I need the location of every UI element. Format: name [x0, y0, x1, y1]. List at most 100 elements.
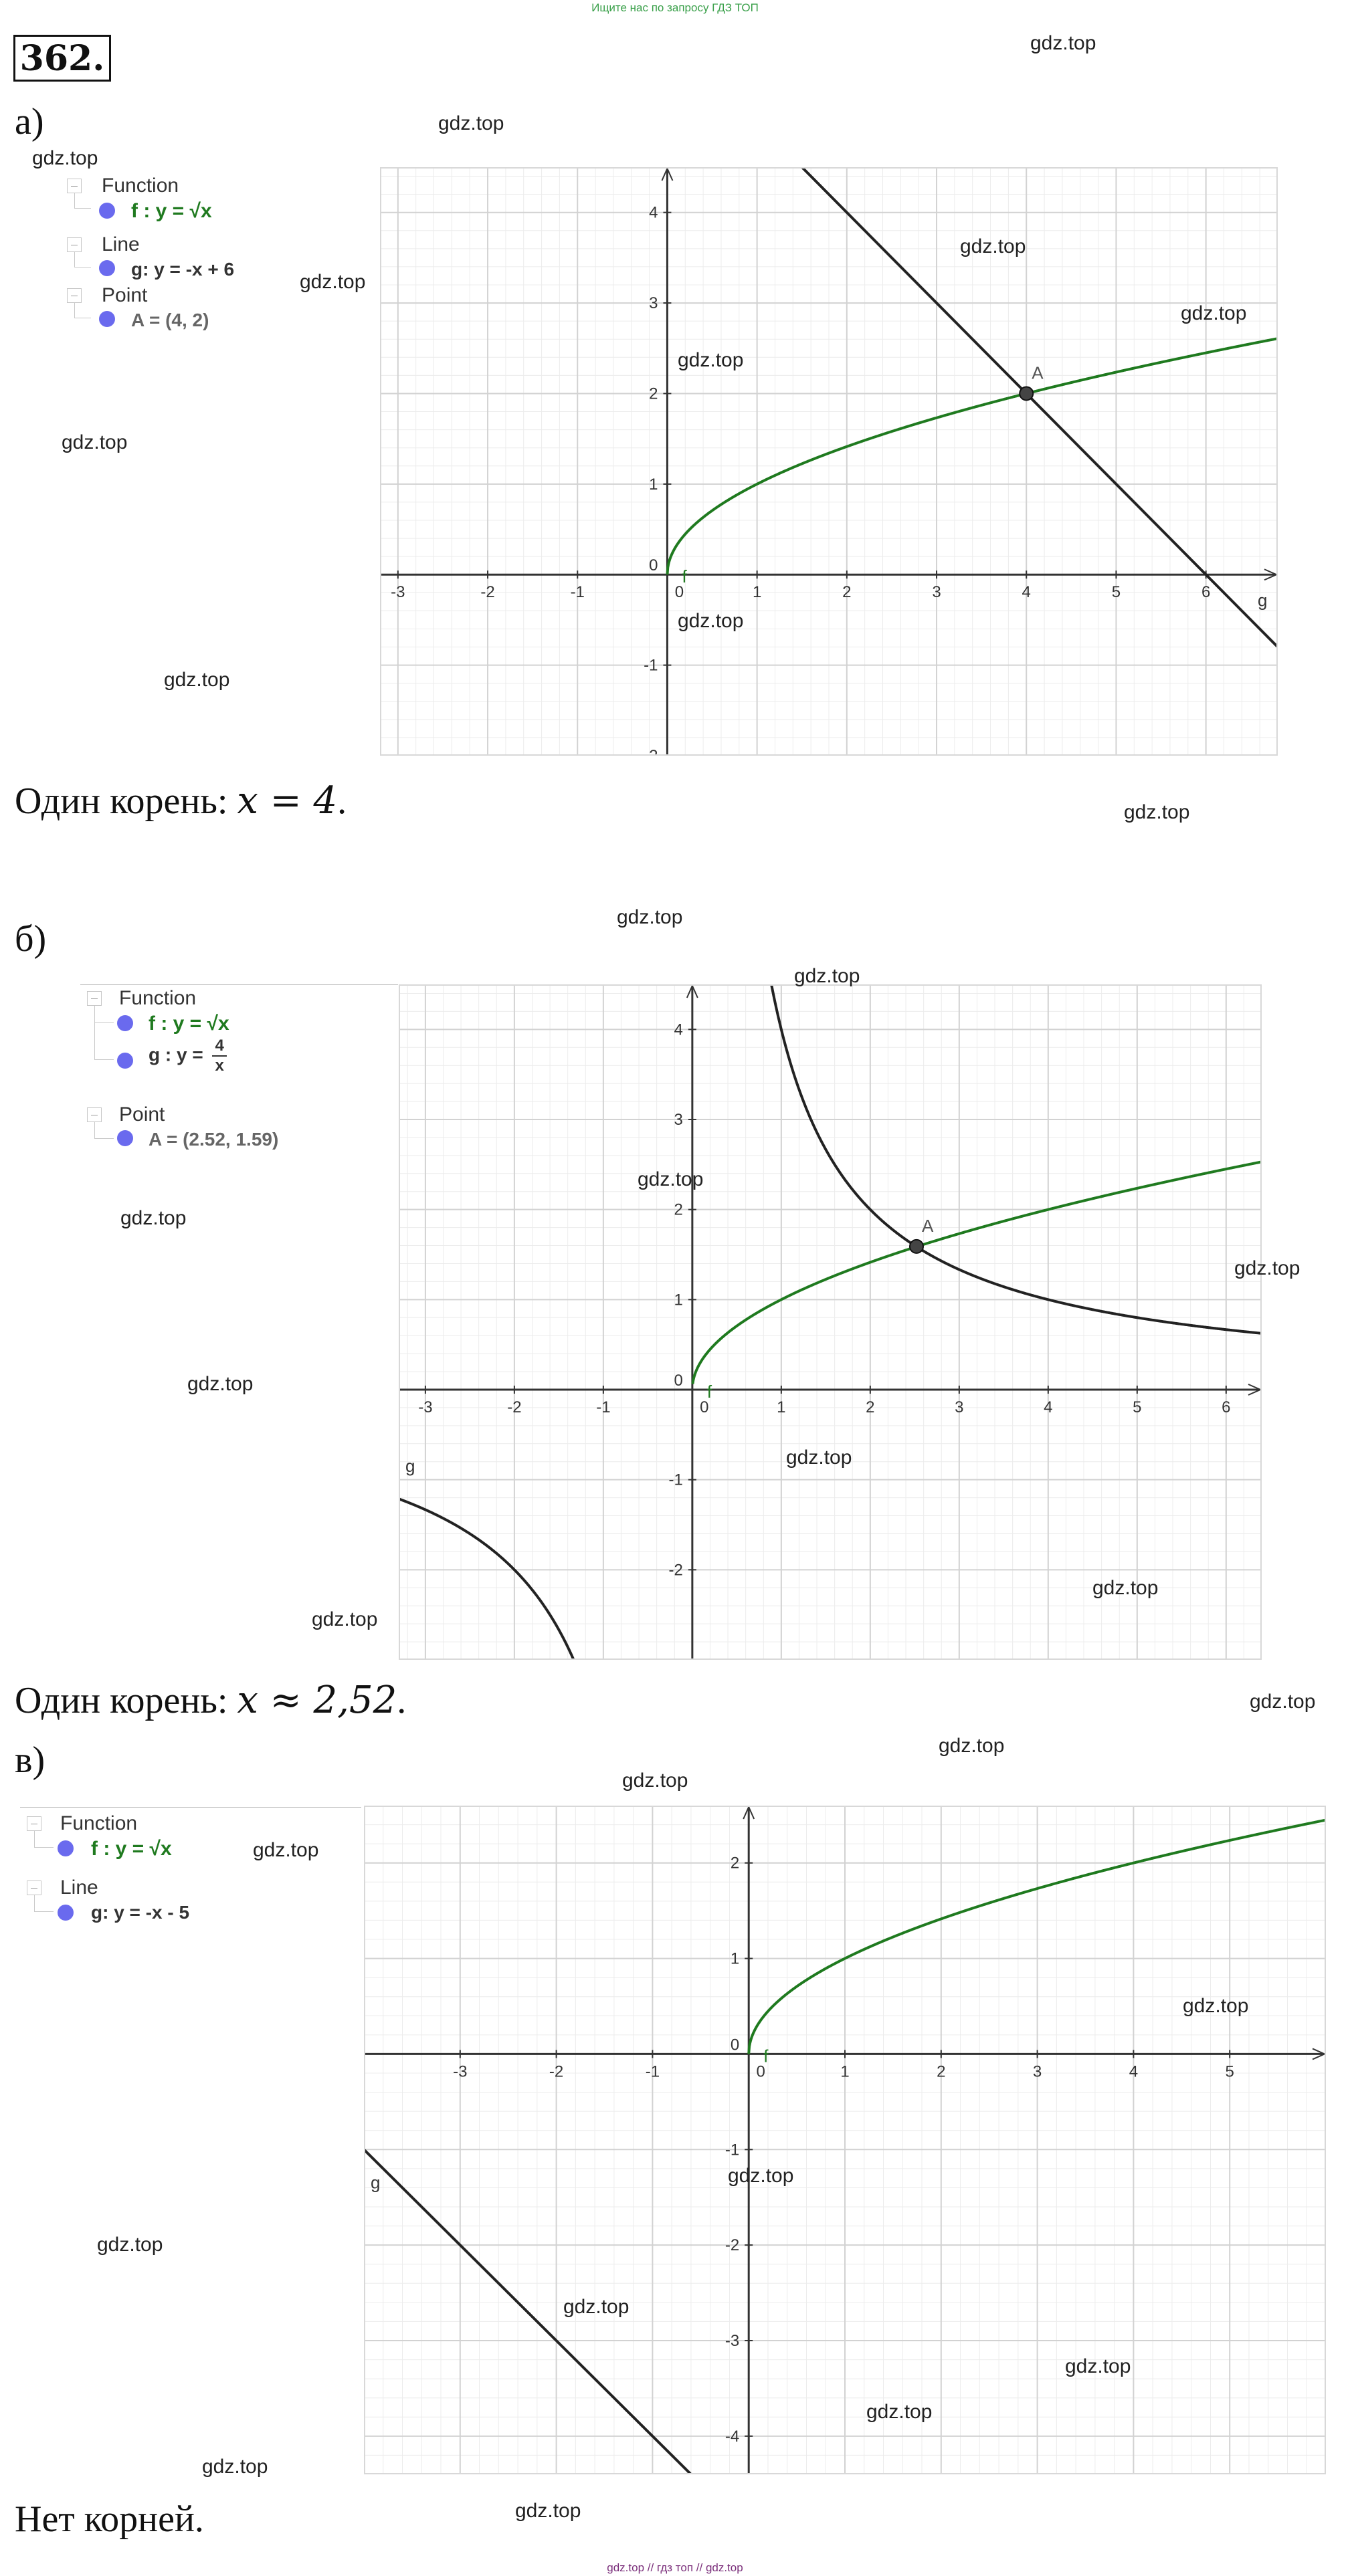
series-curve-g	[799, 167, 1278, 648]
y-tick-label: 0	[649, 556, 658, 574]
visibility-toggle-f[interactable]	[99, 203, 115, 219]
collapse-point-icon[interactable]	[87, 1107, 102, 1122]
collapse-point-icon[interactable]	[67, 288, 82, 303]
algebra-header-border	[80, 984, 398, 985]
watermark: gdz.top	[312, 1608, 378, 1630]
category-line: Line	[60, 1876, 98, 1899]
point-A	[1019, 386, 1034, 401]
answer-b-suffix: .	[397, 1680, 407, 1721]
watermark: gdz.top	[202, 2456, 268, 2478]
watermark: gdz.top	[563, 2296, 630, 2318]
visibility-toggle-g[interactable]	[58, 1905, 74, 1921]
algebra-item-f[interactable]: f : y = √x	[131, 200, 212, 222]
watermark: gdz.top	[794, 965, 860, 987]
x-tick-label: 5	[1226, 2062, 1234, 2080]
series-label-f: f	[682, 566, 687, 586]
watermark: gdz.top	[300, 271, 366, 293]
x-tick-label: 0	[700, 1398, 708, 1416]
tree-connector	[34, 1831, 54, 1848]
watermark: gdz.top	[515, 2500, 581, 2522]
tree-connector	[34, 1895, 54, 1912]
y-tick-label: 1	[649, 475, 658, 494]
watermark: gdz.top	[1181, 302, 1247, 324]
y-tick-label: -1	[644, 657, 658, 675]
visibility-toggle-A[interactable]	[117, 1130, 133, 1146]
algebra-header-border	[20, 1807, 361, 1808]
collapse-line-icon[interactable]	[67, 237, 82, 252]
tree-connector	[94, 1022, 114, 1060]
y-tick-label: 2	[674, 1201, 683, 1219]
watermark: gdz.top	[617, 906, 683, 928]
algebra-item-g-prefix: g : y =	[149, 1044, 203, 1065]
x-tick-label: -3	[391, 583, 405, 601]
algebra-item-A[interactable]: A = (4, 2)	[131, 310, 209, 330]
fraction-numerator: 4	[212, 1037, 227, 1057]
x-tick-label: 4	[1044, 1398, 1052, 1416]
part-label-c: в)	[15, 1739, 45, 1781]
watermark: gdz.top	[1250, 1691, 1316, 1713]
answer-c: Нет корней.	[15, 2498, 204, 2540]
category-point: Point	[102, 284, 148, 306]
visibility-toggle-A[interactable]	[99, 311, 115, 327]
collapse-function-icon[interactable]	[27, 1816, 41, 1831]
graph-view-b[interactable]: -3 -2 -1 0 1 2 3 4 5 6 -2 -1 0 1 2 3 4 f g A	[399, 984, 1262, 1660]
y-tick-label: -2	[725, 2236, 739, 2254]
watermark: gdz.top	[1124, 801, 1190, 823]
visibility-toggle-f[interactable]	[58, 1840, 74, 1856]
tree-connector	[94, 1006, 114, 1023]
x-tick-label: 6	[1201, 583, 1210, 601]
series-label-g: g	[1258, 591, 1267, 611]
series-curve-f	[747, 1818, 1326, 2054]
y-tick-label: 1	[674, 1291, 683, 1309]
algebra-item-f[interactable]: f : y = √x	[91, 1838, 172, 1860]
watermark: gdz.top	[187, 1373, 254, 1395]
category-function: Function	[102, 175, 179, 197]
algebra-item-g[interactable]: g: y = -x + 6	[131, 259, 235, 280]
x-tick-label: 2	[866, 1398, 874, 1416]
x-tick-label: -3	[418, 1398, 432, 1416]
visibility-toggle-f[interactable]	[117, 1015, 133, 1031]
tree-connector	[74, 303, 91, 318]
algebra-item-g[interactable]: g: y = -x - 5	[91, 1902, 190, 1923]
y-tick-label: -2	[669, 1561, 683, 1579]
x-tick-label: -1	[646, 2062, 660, 2080]
x-tick-label: -2	[480, 583, 494, 601]
top-banner: Ищите нас по запросу ГДЗ ТОП	[591, 1, 759, 14]
watermark: gdz.top	[1183, 1995, 1249, 2017]
visibility-toggle-g[interactable]	[99, 260, 115, 276]
tree-connector	[74, 193, 91, 209]
watermark: gdz.top	[1030, 32, 1096, 54]
x-tick-label: -3	[453, 2062, 467, 2080]
x-tick-label: 4	[1022, 583, 1031, 601]
x-tick-label: 5	[1112, 583, 1121, 601]
collapse-function-icon[interactable]	[67, 179, 82, 193]
visibility-toggle-g[interactable]	[117, 1053, 133, 1069]
y-tick-label: 0	[674, 1372, 683, 1390]
algebra-item-A[interactable]: A = (2.52, 1.59)	[149, 1129, 279, 1150]
answer-b: Один корень: x ≈ 2,52.	[15, 1679, 406, 1722]
algebra-item-f[interactable]: f : y = √x	[149, 1012, 229, 1035]
x-tick-label: 1	[753, 583, 761, 601]
x-tick-label: -2	[507, 1398, 521, 1416]
collapse-function-icon[interactable]	[87, 991, 102, 1006]
x-tick-label: 3	[1033, 2062, 1042, 2080]
y-tick-label: -4	[725, 2428, 739, 2446]
x-tick-label: 3	[932, 583, 941, 601]
watermark: gdz.top	[939, 1735, 1005, 1757]
watermark: gdz.top	[62, 431, 128, 453]
watermark: gdz.top	[638, 1168, 704, 1190]
x-tick-label: 2	[937, 2062, 945, 2080]
y-tick-label: 3	[649, 294, 658, 312]
task-number: 362.	[13, 35, 111, 82]
graph-view-c[interactable]: -3 -2 -1 0 1 2 3 4 5 -4 -3 -2 -1 0 1 2 f g	[364, 1806, 1326, 2474]
x-tick-label: 1	[777, 1398, 785, 1416]
graph-view-a[interactable]: -3 -2 -1 0 1 2 3 4 5 6 -2 -1 0 1 2 3 4 f g A	[380, 167, 1278, 756]
series-curve-g	[364, 2148, 693, 2474]
graph-background	[399, 984, 1262, 1660]
watermark: gdz.top	[438, 112, 504, 134]
watermark: gdz.top	[32, 147, 98, 169]
x-tick-label: -1	[596, 1398, 610, 1416]
y-tick-label: -2	[644, 747, 658, 756]
collapse-line-icon[interactable]	[27, 1881, 41, 1895]
